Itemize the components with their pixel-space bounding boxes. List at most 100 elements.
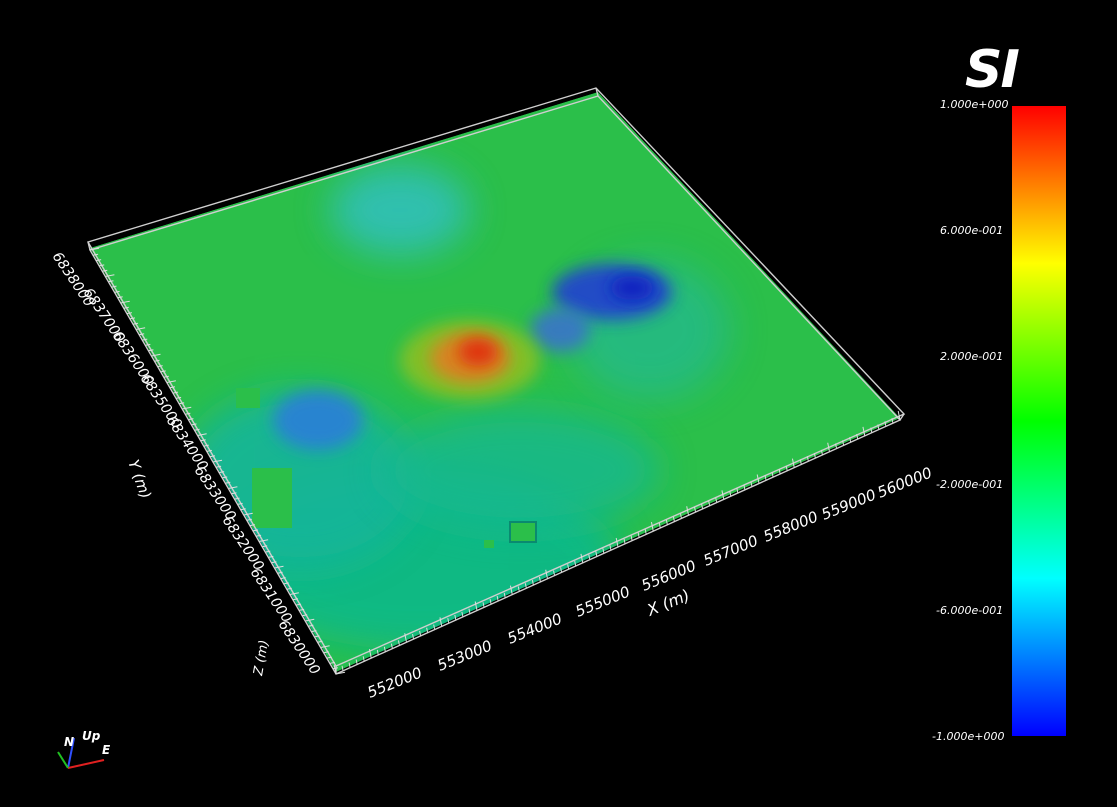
axis-tick: [277, 571, 283, 574]
axis-tick: [412, 633, 415, 640]
x-tick-label: 557000: [701, 532, 761, 570]
orientation-north-label: N: [64, 735, 74, 749]
axis-tick: [884, 421, 887, 427]
axis-tick: [89, 247, 100, 251]
x-tick-label: 555000: [573, 583, 633, 621]
axis-tick: [332, 667, 339, 670]
axis-tick: [154, 359, 160, 362]
axis-tick: [160, 370, 166, 373]
axis-tick: [92, 253, 99, 256]
axis-tick: [785, 465, 788, 471]
axis-tick: [295, 603, 302, 606]
axis-tick: [197, 433, 207, 436]
axis-tick: [383, 646, 386, 652]
x-tick-label: 553000: [435, 637, 495, 675]
axis-tick: [333, 664, 337, 675]
axis-tick: [419, 630, 422, 636]
axis-tick: [157, 365, 163, 368]
axis-tick: [185, 412, 191, 415]
axis-tick: [335, 671, 346, 675]
axis-tick: [701, 503, 704, 509]
axis-tick: [447, 618, 450, 624]
axis-tick: [756, 474, 760, 484]
axis-tick: [323, 651, 329, 654]
axis-tick: [311, 630, 317, 633]
axis-tick: [856, 433, 859, 440]
orientation-widget[interactable]: N Up E: [52, 724, 122, 774]
axis-tick: [771, 472, 774, 478]
axis-tick: [123, 306, 129, 309]
axis-tick: [255, 534, 262, 537]
axis-tick: [474, 601, 478, 611]
axis-tick: [283, 582, 289, 585]
axis-tick: [240, 508, 246, 511]
axis-tick: [650, 522, 654, 532]
axis-tick: [179, 402, 185, 405]
axis-tick: [468, 608, 471, 614]
axis-tick: [574, 560, 577, 567]
axis-tick: [314, 635, 320, 638]
axis-tick: [265, 550, 271, 553]
axis-tick: [117, 296, 123, 299]
axis-tick: [188, 418, 194, 421]
axis-tick: [595, 551, 598, 557]
axis-tick: [289, 592, 299, 595]
axis-tick: [249, 524, 255, 527]
axis-tick: [169, 386, 176, 389]
axis-tick: [219, 471, 225, 474]
orientation-east-label: E: [102, 743, 111, 757]
axis-tick: [362, 656, 365, 662]
axis-tick: [271, 561, 277, 564]
axis-tick: [531, 580, 534, 586]
axis-tick: [524, 583, 527, 589]
axis-tick: [231, 492, 237, 495]
axis-tick: [679, 513, 682, 519]
axis-tick: [750, 481, 753, 487]
axis-tick: [729, 491, 732, 497]
axis-tick: [580, 553, 584, 563]
colorbar: [1012, 106, 1066, 736]
axis-tick: [209, 455, 216, 458]
axis-tick: [694, 506, 697, 513]
x-tick-label: 559000: [819, 486, 879, 524]
axis-tick: [764, 475, 767, 481]
axis-tick: [517, 586, 520, 592]
axis-tick: [274, 565, 284, 569]
axis-tick: [139, 333, 145, 336]
axis-tick: [567, 564, 570, 570]
axis-tick: [849, 437, 852, 443]
axis-tick: [791, 458, 795, 468]
axis-tick: [355, 659, 358, 665]
axis-tick: [397, 640, 400, 646]
axis-tick: [111, 285, 117, 288]
axis-tick: [145, 343, 151, 346]
axis-tick: [246, 518, 252, 521]
axis-tick: [870, 427, 873, 433]
axis-tick: [194, 428, 200, 431]
x-tick-label: 554000: [505, 610, 565, 648]
axis-tick: [203, 444, 209, 447]
axis-tick: [553, 570, 556, 576]
axis-tick: [665, 519, 668, 525]
colorbar-label: 6.000e-001: [940, 224, 1004, 237]
colorbar-label-min: -1.000e+000: [932, 730, 1005, 743]
colorbar-label-max: 1.000e+000: [940, 98, 1009, 111]
axis-tick: [105, 274, 115, 277]
axis-tick: [433, 624, 436, 630]
axis-tick: [243, 512, 253, 516]
axis-tick: [721, 490, 725, 500]
axis-tick: [658, 522, 661, 529]
colorbar-label: -2.000e-001: [936, 478, 1004, 491]
axis-tick: [280, 577, 286, 580]
y-axis-ticks: [89, 247, 346, 675]
axis-tick: [108, 280, 114, 283]
x-axis-ticks: [333, 410, 901, 675]
axis-tick: [99, 264, 105, 267]
axis-tick: [835, 443, 838, 449]
axis-tick: [341, 665, 344, 671]
axis-tick: [317, 640, 323, 643]
axis-tick: [806, 456, 809, 462]
axis-tick: [326, 656, 332, 659]
axis-tick: [489, 599, 492, 605]
